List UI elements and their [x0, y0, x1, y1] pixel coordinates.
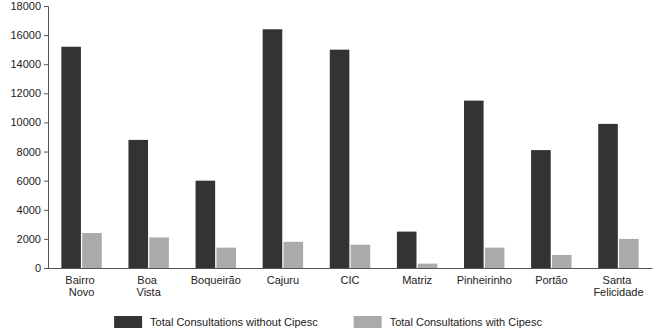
y-tick: 14000: [10, 58, 48, 70]
y-tick: 4000: [17, 204, 48, 216]
bars: [61, 29, 638, 268]
x-tick: Santa Felicidade: [593, 268, 643, 298]
y-tick-mark: [44, 181, 48, 182]
bar: [128, 140, 148, 268]
legend: Total Consultations without Cipesc Total …: [114, 316, 542, 328]
bar: [196, 181, 216, 268]
bar: [598, 124, 618, 268]
y-tick-label: 8000: [17, 146, 41, 158]
y-tick: 8000: [17, 146, 48, 158]
legend-label: Total Consultations without Cipesc: [150, 316, 318, 328]
y-tick-mark: [44, 122, 48, 123]
bar: [351, 245, 371, 268]
y-tick-mark: [44, 268, 48, 269]
x-axis-line: [49, 268, 653, 269]
y-axis: 0 2000 4000 6000 8000 10000 12000 14000 16000 180…: [10, 0, 48, 274]
x-tick-label: Bairro Novo: [65, 274, 97, 299]
bar: [619, 239, 639, 268]
y-tick-mark: [44, 93, 48, 94]
legend-label: Total Consultations with Cipesc: [390, 316, 543, 328]
legend-item: Total Consultations without Cipesc: [114, 316, 318, 328]
bar: [485, 248, 505, 268]
bar: [263, 29, 283, 268]
x-tick-label: Matriz: [402, 274, 432, 286]
y-tick-label: 18000: [10, 0, 41, 12]
x-tick: Bairro Novo: [65, 268, 97, 298]
legend-swatch: [354, 316, 382, 328]
x-tick-label: Portão: [535, 274, 567, 286]
chart: 0 2000 4000 6000 8000 10000 12000 14000 16000 180…: [0, 0, 656, 334]
bar: [552, 255, 572, 268]
x-tick: Boqueirão: [191, 268, 241, 286]
y-tick: 2000: [17, 233, 48, 245]
x-tick-label: Boqueirão: [191, 274, 241, 286]
y-tick-label: 10000: [10, 116, 41, 128]
bar: [330, 50, 350, 268]
x-tick: Pinheirinho: [457, 268, 512, 286]
legend-swatch: [114, 316, 142, 328]
x-tick-label: Cajuru: [267, 274, 299, 286]
bar: [284, 242, 304, 268]
y-tick: 12000: [10, 87, 48, 99]
y-tick-mark: [44, 210, 48, 211]
y-tick-label: 0: [35, 262, 41, 274]
bar: [61, 47, 81, 268]
y-tick: 10000: [10, 116, 48, 128]
x-tick: Portão: [535, 268, 567, 286]
x-tick: Cajuru: [267, 268, 299, 286]
y-tick-label: 6000: [17, 175, 41, 187]
bar: [531, 150, 551, 268]
plot: 0 2000 4000 6000 8000 10000 12000 14000 16000 180…: [10, 0, 652, 298]
y-tick: 16000: [10, 29, 48, 41]
y-tick-label: 2000: [17, 233, 41, 245]
series: [82, 233, 638, 268]
bar: [216, 248, 236, 268]
y-tick: 6000: [17, 175, 48, 187]
series: [61, 29, 617, 268]
y-tick-mark: [44, 35, 48, 36]
y-tick-mark: [44, 152, 48, 153]
legend-item: Total Consultations with Cipesc: [354, 316, 543, 328]
bar: [82, 233, 102, 268]
y-tick: 18000: [10, 0, 48, 12]
y-tick-mark: [44, 239, 48, 240]
y-axis-line: [44, 7, 49, 269]
y-tick-label: 12000: [10, 87, 41, 99]
bar: [397, 232, 417, 268]
x-axis: Bairro Novo Boa Vista Boqueirão Cajuru CIC Ma…: [49, 268, 653, 298]
bar: [464, 101, 484, 268]
bar: [149, 237, 169, 268]
y-tick-label: 14000: [10, 58, 41, 70]
x-tick: CIC: [341, 268, 360, 286]
x-tick-label: Pinheirinho: [457, 274, 512, 286]
y-tick-label: 4000: [17, 204, 41, 216]
x-tick: Matriz: [402, 268, 432, 286]
x-tick-label: CIC: [341, 274, 360, 286]
x-tick-label: Santa Felicidade: [593, 274, 643, 299]
x-tick-label: Boa Vista: [137, 274, 162, 299]
y-tick-mark: [44, 6, 48, 7]
y-tick-mark: [44, 64, 48, 65]
bar: [418, 264, 438, 268]
y-tick-label: 16000: [10, 29, 41, 41]
y-tick: 0: [35, 262, 48, 274]
x-tick: Boa Vista: [137, 268, 162, 298]
